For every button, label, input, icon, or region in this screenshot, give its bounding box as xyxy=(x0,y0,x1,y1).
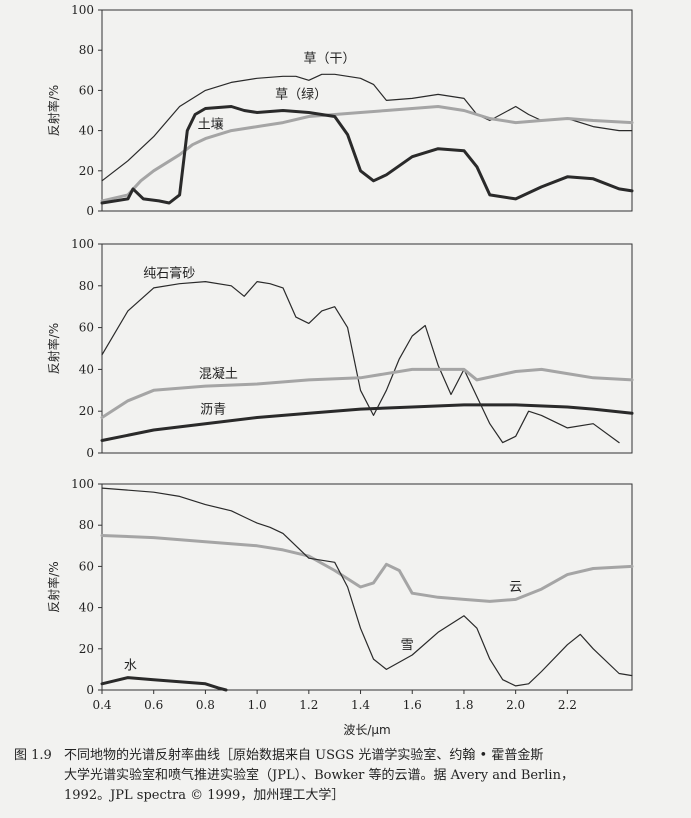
x-tick-label: 0.4 xyxy=(92,698,111,712)
y-tick-label: 20 xyxy=(79,164,94,178)
spectral-reflectance-figure: 0 20 40 60 80 100 反射率/% 草（干） 草（绿） 土壤 0 20 40 60 80 100 反… xyxy=(46,3,634,737)
y-tick-label: 0 xyxy=(86,204,94,218)
y-tick-label: 40 xyxy=(79,601,94,615)
caption-number: 图 1.9 xyxy=(14,748,52,763)
series-label: 土壤 xyxy=(198,117,224,133)
plot-frame xyxy=(101,243,633,454)
x-tick-label: 1.6 xyxy=(403,698,422,712)
y-tick-label: 20 xyxy=(79,642,94,656)
y-tick-label: 20 xyxy=(79,404,94,418)
panel-1: 0 20 40 60 80 100 反射率/% 草（干） 草（绿） 土壤 xyxy=(46,3,634,218)
series-line-3-3 xyxy=(100,676,228,692)
series-line-2-2 xyxy=(100,367,634,419)
y-tick-label: 100 xyxy=(71,3,94,17)
series-label: 云 xyxy=(509,580,522,595)
caption-line-2: 大学光谱实验室和喷气推进实验室（JPL）、Bowker 等的云谱。据 Avery… xyxy=(64,768,574,783)
y-tick-label: 80 xyxy=(79,279,94,293)
series-label: 草（绿） xyxy=(275,87,327,102)
plot-frame xyxy=(101,483,633,691)
series-label: 沥青 xyxy=(200,402,226,417)
series-line-1-3 xyxy=(100,105,634,205)
series-line-3-1 xyxy=(100,534,634,603)
y-tick-label: 40 xyxy=(79,362,94,376)
y-tick-label: 80 xyxy=(79,518,94,532)
y-tick-label: 0 xyxy=(86,683,94,697)
series-label: 雪 xyxy=(401,638,414,653)
y-axis-label: 反射率/% xyxy=(46,561,61,612)
series-label: 水 xyxy=(124,658,137,673)
y-tick-label: 100 xyxy=(71,477,94,491)
series-line-2-3 xyxy=(100,403,634,442)
y-tick-label: 0 xyxy=(86,446,94,460)
caption-line-1: 不同地物的光谱反射率曲线［原始数据来自 USGS 光谱学实验室、约翰 • 霍普金… xyxy=(64,748,544,763)
series-label: 纯石膏砂 xyxy=(143,265,195,281)
y-tick-label: 60 xyxy=(79,321,94,335)
y-tick-label: 40 xyxy=(79,124,94,138)
series-label: 混凝土 xyxy=(199,366,238,382)
caption-line-3: 1992。JPL spectra © 1999，加州理工大学］ xyxy=(64,788,345,803)
plot-frame xyxy=(101,9,633,212)
series-label: 草（干） xyxy=(304,51,356,66)
series-line-2-1 xyxy=(101,281,620,444)
panel-3: 0 20 40 60 80 100 反射率/% 0.4 0.6 0.8 1.0 1.2 1.4 1.6 1.… xyxy=(46,477,634,737)
y-axis-label: 反射率/% xyxy=(46,323,61,374)
x-tick-label: 1.2 xyxy=(299,698,318,712)
y-axis-label: 反射率/% xyxy=(46,85,61,136)
y-tick-label: 100 xyxy=(71,237,94,251)
x-axis-label: 波长/μm xyxy=(343,723,390,737)
x-tick-label: 0.6 xyxy=(144,698,163,712)
x-tick-label: 0.8 xyxy=(196,698,215,712)
series-line-3-2 xyxy=(101,487,633,687)
x-tick-label: 2.2 xyxy=(558,698,577,712)
x-tick-label: 1.4 xyxy=(351,698,370,712)
figure-caption: 图 1.9 不同地物的光谱反射率曲线［原始数据来自 USGS 光谱学实验室、约翰 … xyxy=(14,746,680,806)
series-line-1-1 xyxy=(101,73,633,182)
x-tick-label: 1.8 xyxy=(454,698,473,712)
x-tick-label: 2.0 xyxy=(506,698,525,712)
series-line-1-2 xyxy=(100,105,634,203)
y-tick-label: 80 xyxy=(79,43,94,57)
y-tick-label: 60 xyxy=(79,559,94,573)
x-tick-label: 1.0 xyxy=(248,698,267,712)
y-tick-label: 60 xyxy=(79,83,94,97)
